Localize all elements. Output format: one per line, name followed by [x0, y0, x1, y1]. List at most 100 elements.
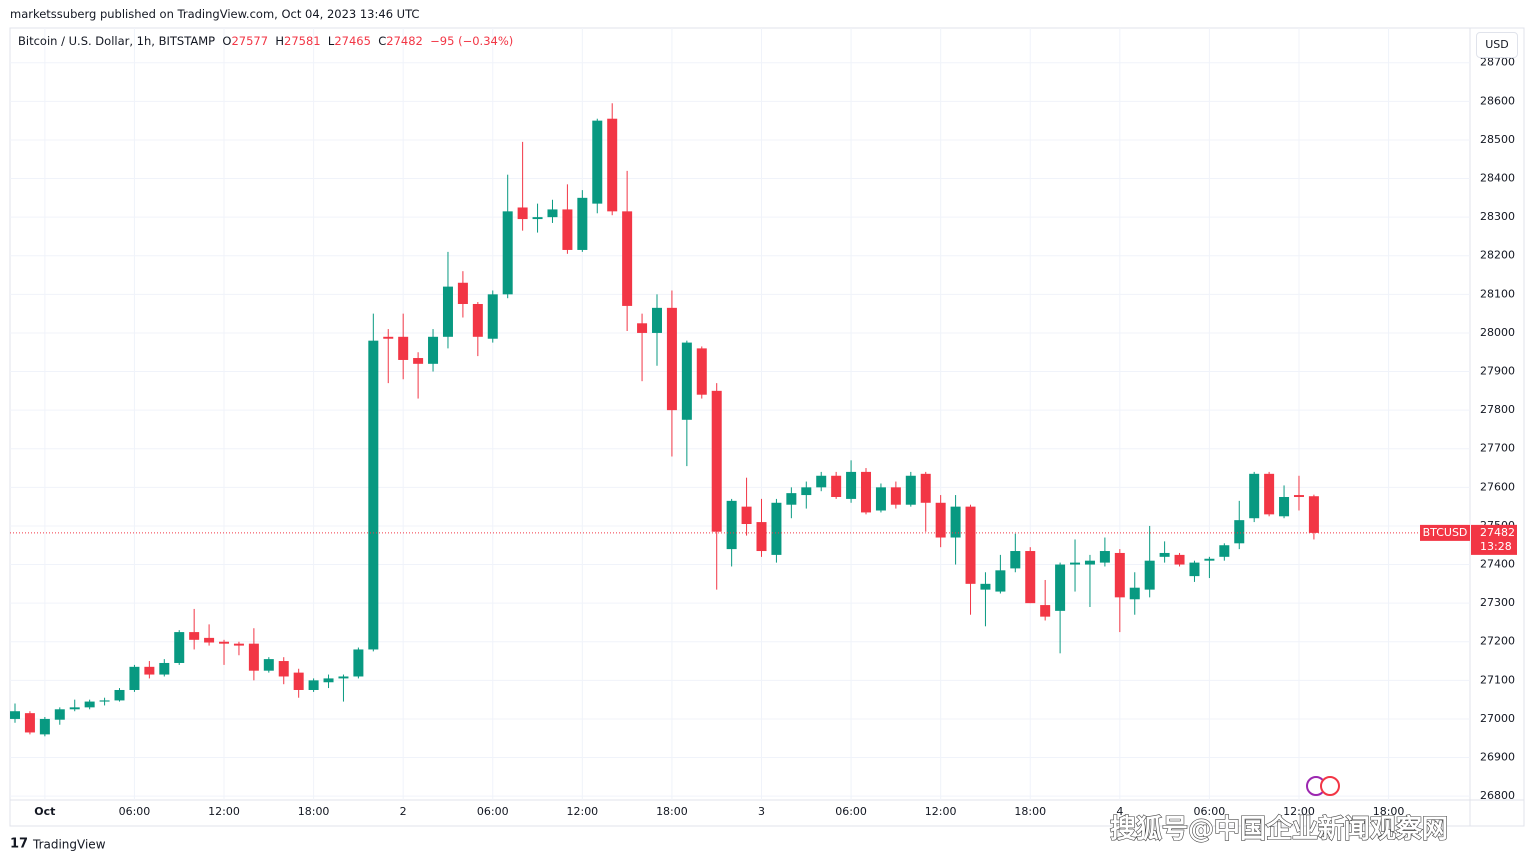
candle-body — [846, 471, 857, 499]
candle-body — [487, 294, 498, 339]
chart-frame — [9, 27, 1525, 827]
y-tick-label: 27000 — [1480, 712, 1515, 725]
candle-body — [383, 336, 394, 339]
x-tick-label: 18:00 — [656, 805, 688, 818]
y-tick-label: 28500 — [1480, 133, 1515, 146]
y-tick-label: 28400 — [1480, 172, 1515, 185]
ticker-label: BTCUSD — [1423, 526, 1468, 539]
candle-body — [248, 643, 259, 671]
x-tick-label: 06:00 — [1194, 805, 1226, 818]
candle-body — [532, 217, 543, 220]
x-tick-label: 06:00 — [835, 805, 867, 818]
candle-body — [457, 282, 468, 304]
candle-body — [129, 666, 140, 690]
candle-body — [517, 207, 528, 220]
x-tick-label: Oct — [34, 805, 55, 818]
y-tick-label: 28600 — [1480, 94, 1515, 107]
candle-body — [144, 666, 155, 675]
candle-body — [1219, 545, 1230, 557]
candle-body — [801, 487, 812, 496]
candle-body — [1114, 552, 1125, 598]
candle-body — [577, 197, 588, 250]
candle-body — [696, 348, 707, 395]
candle-body — [771, 502, 782, 555]
candle-body — [965, 506, 976, 584]
candle-body — [54, 709, 65, 720]
candle-body — [1249, 473, 1260, 519]
candle-body — [278, 661, 289, 677]
y-tick-label: 27600 — [1480, 480, 1515, 493]
candle-body — [637, 323, 648, 333]
axes: 2680026900270002710027200273002740027500… — [34, 56, 1517, 818]
candle-body — [816, 475, 827, 488]
candle-body — [1010, 551, 1021, 569]
y-tick-label: 27100 — [1480, 673, 1515, 686]
x-tick-label: 12:00 — [1283, 805, 1315, 818]
candle-body — [711, 390, 722, 532]
candle-body — [1174, 554, 1185, 565]
candle-body — [1159, 552, 1170, 557]
y-tick-label: 27900 — [1480, 365, 1515, 378]
candle-body — [741, 506, 752, 525]
candle-body — [1025, 551, 1036, 604]
candle-body — [592, 120, 603, 204]
candle-body — [950, 506, 961, 538]
candle-body — [726, 500, 737, 550]
candle-body — [622, 211, 633, 306]
currency-button[interactable]: USD — [1476, 32, 1518, 58]
candle-body — [786, 493, 797, 505]
y-tick-label: 26900 — [1480, 751, 1515, 764]
candle-body — [233, 643, 244, 646]
change: −95 (−0.34%) — [430, 34, 514, 48]
candle-body — [935, 502, 946, 538]
x-tick-label: 3 — [758, 805, 765, 818]
x-tick-label: 06:00 — [119, 805, 151, 818]
candle-body — [980, 583, 991, 590]
candle-body — [905, 475, 916, 505]
candle-body — [174, 632, 185, 663]
y-tick-label: 27200 — [1480, 635, 1515, 648]
symbol: Bitcoin / U.S. Dollar, 1h, BITSTAMP — [18, 34, 216, 48]
c-label: C — [378, 34, 387, 48]
candle-body — [308, 680, 319, 690]
watermark: 搜狐号@中国企业新闻观察网 — [1110, 814, 1448, 845]
candle-body — [831, 475, 842, 497]
event-icon[interactable] — [1320, 776, 1340, 796]
candle-body — [293, 672, 304, 690]
x-tick-label: 18:00 — [1014, 805, 1046, 818]
candle-body — [39, 718, 50, 735]
y-tick-label: 27800 — [1480, 403, 1515, 416]
candle-body — [10, 711, 20, 719]
candle-body — [323, 678, 334, 683]
o-value: 27577 — [231, 34, 269, 48]
x-tick-label: 12:00 — [208, 805, 240, 818]
candle-body — [428, 336, 439, 364]
y-tick-label: 26800 — [1480, 789, 1515, 802]
y-tick-label: 28200 — [1480, 249, 1515, 262]
candle-body — [353, 649, 364, 677]
candle-body — [547, 209, 558, 218]
c-value: 27482 — [386, 34, 423, 48]
candle-body — [1293, 495, 1304, 497]
candle-body — [995, 570, 1006, 592]
h-label: H — [275, 34, 284, 48]
candle-body — [263, 659, 274, 671]
candle-body — [1099, 551, 1110, 563]
candle-body — [114, 689, 125, 701]
y-tick-label: 27300 — [1480, 596, 1515, 609]
candle-body — [69, 707, 80, 710]
candle-body — [472, 303, 483, 337]
candle-body — [861, 471, 872, 513]
l-label: L — [327, 34, 335, 48]
candle-body — [607, 118, 618, 212]
candle-body — [442, 286, 453, 337]
candle-body — [84, 701, 95, 708]
candle-body — [920, 473, 931, 503]
candle-body — [159, 662, 170, 675]
candle-body — [875, 487, 886, 511]
candle-body — [1129, 587, 1140, 600]
candle-body — [1279, 496, 1290, 517]
x-tick-label: 06:00 — [477, 805, 509, 818]
y-tick-label: 28100 — [1480, 287, 1515, 300]
